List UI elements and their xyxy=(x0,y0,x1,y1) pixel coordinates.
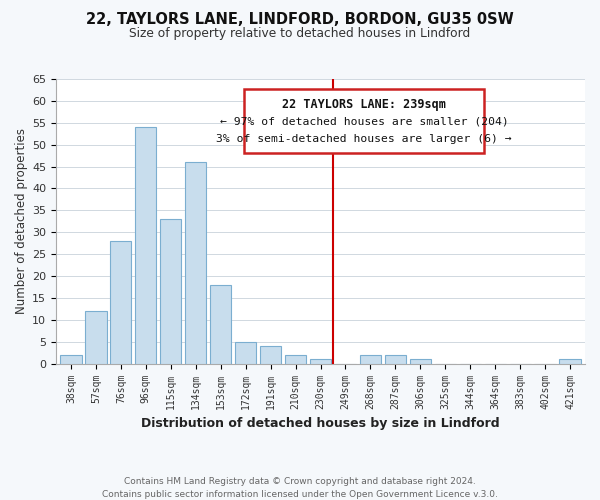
Bar xyxy=(185,162,206,364)
X-axis label: Distribution of detached houses by size in Lindford: Distribution of detached houses by size … xyxy=(141,417,500,430)
Text: Size of property relative to detached houses in Lindford: Size of property relative to detached ho… xyxy=(130,28,470,40)
Bar xyxy=(310,360,331,364)
Bar xyxy=(260,346,281,364)
Text: ← 97% of detached houses are smaller (204): ← 97% of detached houses are smaller (20… xyxy=(220,116,509,126)
Bar xyxy=(160,219,181,364)
Bar xyxy=(360,355,381,364)
FancyBboxPatch shape xyxy=(244,89,484,153)
Bar xyxy=(110,241,131,364)
Text: 3% of semi-detached houses are larger (6) →: 3% of semi-detached houses are larger (6… xyxy=(217,134,512,144)
Text: 22, TAYLORS LANE, LINDFORD, BORDON, GU35 0SW: 22, TAYLORS LANE, LINDFORD, BORDON, GU35… xyxy=(86,12,514,28)
Text: 22 TAYLORS LANE: 239sqm: 22 TAYLORS LANE: 239sqm xyxy=(282,98,446,111)
Bar xyxy=(210,285,232,364)
Bar xyxy=(85,311,107,364)
Bar xyxy=(285,355,306,364)
Bar xyxy=(410,360,431,364)
Text: Contains HM Land Registry data © Crown copyright and database right 2024.: Contains HM Land Registry data © Crown c… xyxy=(124,478,476,486)
Bar xyxy=(61,355,82,364)
Text: Contains public sector information licensed under the Open Government Licence v.: Contains public sector information licen… xyxy=(102,490,498,499)
Y-axis label: Number of detached properties: Number of detached properties xyxy=(15,128,28,314)
Bar xyxy=(385,355,406,364)
Bar xyxy=(559,360,581,364)
Bar xyxy=(235,342,256,363)
Bar xyxy=(135,127,157,364)
